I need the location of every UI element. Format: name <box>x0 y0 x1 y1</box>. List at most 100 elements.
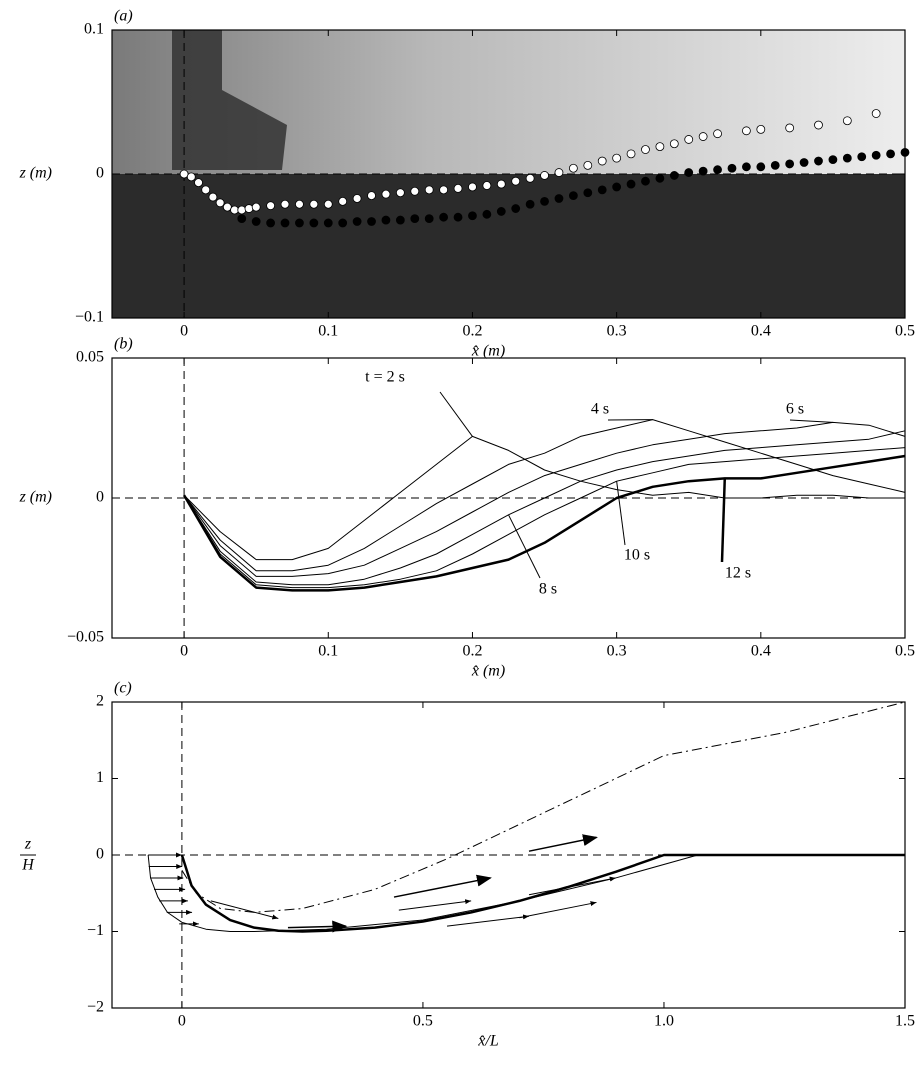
point <box>669 139 679 149</box>
point <box>655 142 665 152</box>
point <box>641 145 650 154</box>
point <box>323 218 333 228</box>
point <box>482 209 492 219</box>
line <box>183 421 906 577</box>
point <box>194 178 203 188</box>
point <box>785 123 795 133</box>
point <box>554 194 564 203</box>
point <box>201 185 211 195</box>
y-tick-label: 2 <box>96 693 104 710</box>
point <box>237 205 247 215</box>
x-tick-label: 0.5 <box>413 1013 433 1030</box>
flow-arrow-small <box>528 876 616 896</box>
point <box>756 124 766 134</box>
point <box>669 171 679 180</box>
point <box>612 153 622 163</box>
y-tick-label: 0 <box>96 165 104 182</box>
x-tick-label: 0 <box>180 323 188 340</box>
point <box>381 189 391 199</box>
point <box>641 176 650 186</box>
point <box>280 218 290 228</box>
point <box>525 173 535 183</box>
point <box>742 126 751 136</box>
point <box>410 186 420 196</box>
y-axis-label-numerator: z <box>24 836 32 853</box>
annotation: 6 s <box>786 401 804 418</box>
flow-arrow <box>393 874 492 898</box>
point <box>626 179 636 189</box>
point <box>597 185 607 195</box>
annotation-leader <box>616 481 626 546</box>
flow-arrow <box>287 920 348 933</box>
x-tick-label: 0.2 <box>462 323 482 340</box>
point <box>208 192 218 202</box>
point <box>713 129 722 139</box>
point <box>871 109 881 118</box>
y-tick-label: −0.05 <box>67 629 104 646</box>
y-tick-label: 0 <box>96 489 104 506</box>
point <box>453 212 463 222</box>
x-tick-label: 0 <box>178 1013 186 1030</box>
point <box>251 217 261 226</box>
point <box>785 159 795 169</box>
flow-arrow-small <box>446 914 530 927</box>
point <box>338 196 348 206</box>
panel-label: (b) <box>114 336 133 353</box>
point <box>871 150 881 160</box>
line <box>183 435 905 561</box>
point <box>583 160 593 170</box>
photo-probe <box>172 30 287 170</box>
point <box>511 176 521 186</box>
annotation: 12 s <box>725 565 751 582</box>
point <box>266 201 276 211</box>
point <box>568 163 578 173</box>
point <box>727 163 737 173</box>
point <box>453 183 463 193</box>
point <box>338 218 348 228</box>
point <box>186 172 196 182</box>
panel: 0 0.1 0.2 0.3 0.4 0.5 −0.05 0 0.05 (b) x̂ (m) z (m)… <box>19 336 915 680</box>
y-axis-label: z (m) <box>19 165 52 182</box>
point <box>410 214 420 224</box>
x-axis-label: x̂/L <box>477 1033 499 1050</box>
point <box>222 202 232 212</box>
point <box>568 191 578 201</box>
line <box>181 701 906 913</box>
point <box>684 168 694 177</box>
point <box>439 185 449 195</box>
point <box>612 182 622 192</box>
x-tick-label: 0.3 <box>607 323 627 340</box>
x-axis-label: x̂ (m) <box>471 343 505 360</box>
flow-arrow-small <box>210 900 279 920</box>
annotation-leader <box>508 514 541 579</box>
panel-label: (a) <box>114 8 133 25</box>
point <box>352 194 362 203</box>
line <box>183 430 906 586</box>
point <box>266 218 276 228</box>
point <box>395 188 405 198</box>
y-axis-label-denominator: H <box>21 857 35 874</box>
annotation: t = 2 s <box>365 369 405 386</box>
point <box>309 199 319 209</box>
point <box>554 168 564 177</box>
x-tick-label: 0.1 <box>318 643 338 660</box>
point <box>367 217 376 226</box>
point <box>684 135 694 144</box>
point <box>857 152 867 162</box>
point <box>886 149 895 159</box>
point <box>424 214 434 224</box>
point <box>655 173 665 183</box>
flow-arrow-small <box>519 901 597 919</box>
point <box>381 215 391 225</box>
y-tick-label: 1 <box>96 769 104 786</box>
annotation-leader <box>789 419 833 423</box>
point <box>295 199 304 209</box>
annotation: 4 s <box>591 401 609 418</box>
point <box>742 162 751 172</box>
point <box>424 185 434 195</box>
x-tick-label: 0.5 <box>895 643 915 660</box>
x-tick-label: 0.2 <box>462 643 482 660</box>
point <box>713 165 722 175</box>
point <box>540 196 549 206</box>
annotation-leader <box>439 391 473 437</box>
